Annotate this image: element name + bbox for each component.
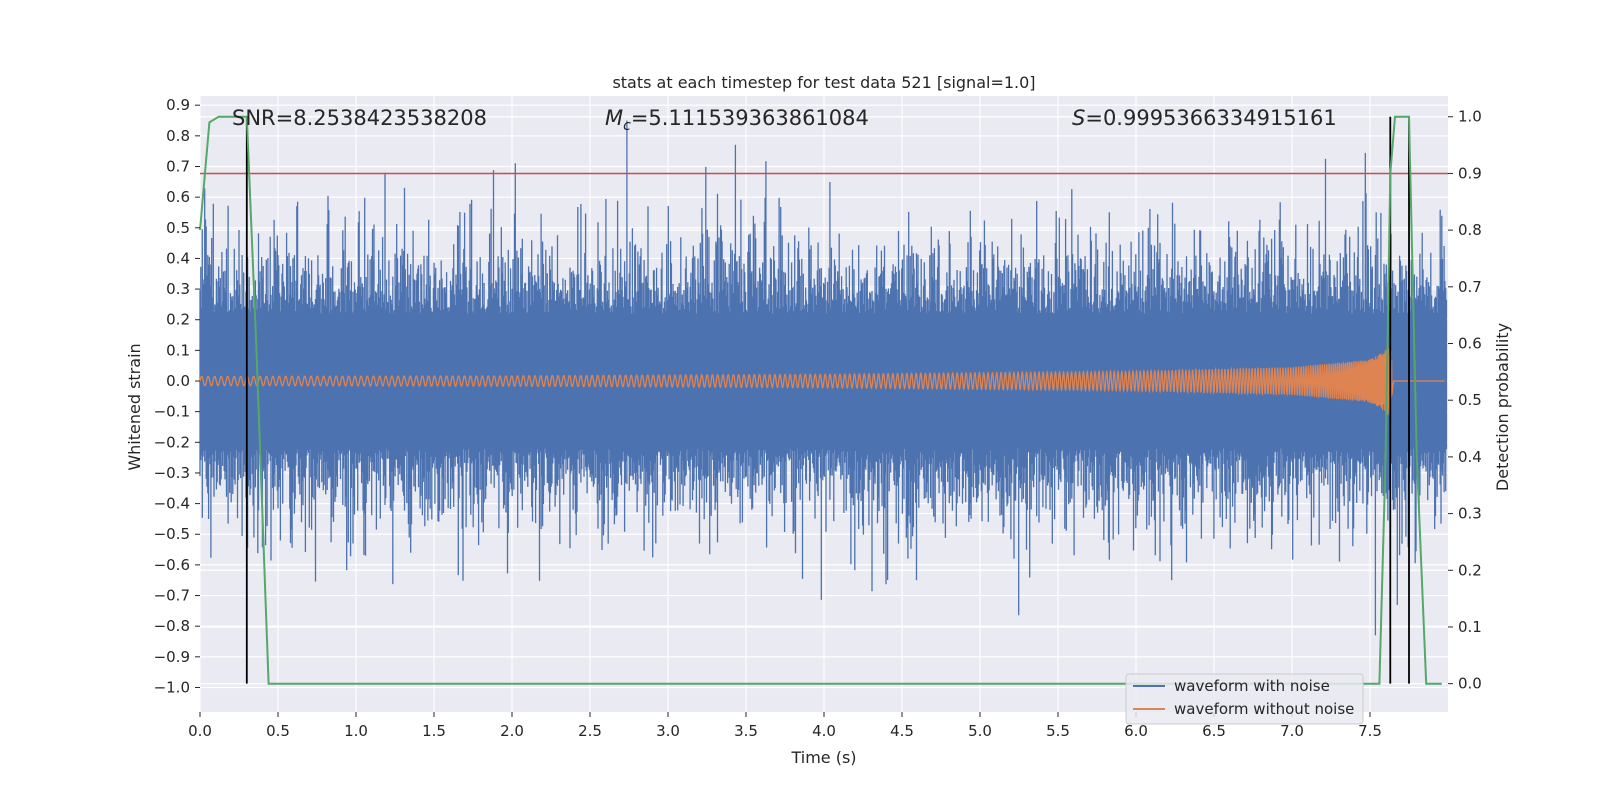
y-right-axis-label: Detection probability — [1493, 323, 1512, 491]
y-right-tick-label: 0.2 — [1458, 561, 1482, 579]
y-left-tick-label: 0.2 — [166, 311, 190, 329]
x-tick-label: 6.0 — [1124, 722, 1148, 740]
y-left-tick-label: 0.9 — [166, 96, 190, 114]
y-left-tick-label: 0.6 — [166, 188, 190, 206]
detection-probability-line — [199, 115, 1442, 685]
significance-value: =0.9995366334915161 — [1085, 106, 1336, 130]
x-tick-label: 4.5 — [890, 722, 914, 740]
y-right-axis-ticks: 1.0 0.9 0.8 0.7 0.6 0.5 0.4 0.3 0.2 0.1 0.0 — [1448, 108, 1482, 693]
x-tick-label: 6.5 — [1202, 722, 1226, 740]
y-left-axis-ticks: 0.9 0.8 0.7 0.6 0.5 0.4 0.3 0.2 0.1 0.0 −0.1 −0.2 −0… — [154, 96, 200, 696]
y-left-tick-label: −1.0 — [154, 678, 190, 696]
x-tick-label: 7.0 — [1280, 722, 1304, 740]
y-left-tick-label: −0.9 — [154, 648, 190, 666]
x-tick-label: 0.0 — [188, 722, 212, 740]
x-axis-label: Time (s) — [790, 748, 856, 767]
chart-title: stats at each timestep for test data 521… — [612, 73, 1035, 92]
y-left-tick-label: 0.4 — [166, 249, 190, 267]
x-tick-label: 2.0 — [500, 722, 524, 740]
y-left-tick-label: 0.3 — [166, 280, 190, 298]
y-left-tick-label: −0.4 — [154, 495, 190, 513]
x-tick-label: 5.0 — [968, 722, 992, 740]
y-right-tick-label: 0.9 — [1458, 164, 1482, 182]
y-left-tick-label: 0.8 — [166, 127, 190, 145]
y-right-tick-label: 0.8 — [1458, 221, 1482, 239]
y-right-tick-label: 0.4 — [1458, 448, 1482, 466]
y-right-tick-label: 0.3 — [1458, 505, 1482, 523]
significance-symbol: S — [1072, 106, 1085, 130]
x-tick-label: 1.5 — [422, 722, 446, 740]
x-tick-label: 5.5 — [1046, 722, 1070, 740]
y-left-tick-label: −0.3 — [154, 464, 190, 482]
y-left-axis-label: Whitened strain — [125, 343, 144, 470]
y-left-tick-label: 0.1 — [166, 341, 190, 359]
overlay-lines — [199, 115, 1448, 685]
y-left-tick-label: −0.1 — [154, 403, 190, 421]
y-right-tick-label: 0.7 — [1458, 278, 1482, 296]
x-tick-label: 7.5 — [1358, 722, 1382, 740]
y-left-tick-label: −0.8 — [154, 617, 190, 635]
y-right-tick-label: 1.0 — [1458, 108, 1482, 126]
chirp-mass-value: =5.111539363861084 — [631, 106, 869, 130]
legend-label-clean: waveform without noise — [1174, 700, 1354, 718]
chirp-mass-subscript: c — [623, 118, 631, 134]
y-left-tick-label: −0.2 — [154, 433, 190, 451]
x-tick-label: 2.5 — [578, 722, 602, 740]
legend: waveform with noise waveform without noi… — [1125, 673, 1364, 725]
significance-annotation: S=0.9995366334915161 — [1072, 106, 1337, 130]
legend-box — [1125, 673, 1364, 725]
y-left-tick-label: 0.7 — [166, 157, 190, 175]
snr-annotation: SNR=8.2538423538208 — [232, 106, 487, 130]
x-tick-label: 3.5 — [734, 722, 758, 740]
y-left-tick-label: −0.6 — [154, 556, 190, 574]
x-tick-label: 0.5 — [266, 722, 290, 740]
y-right-tick-label: 0.5 — [1458, 391, 1482, 409]
legend-label-noise: waveform with noise — [1174, 677, 1330, 695]
series-waveform-without-noise — [199, 348, 1445, 417]
y-left-tick-label: −0.7 — [154, 587, 190, 605]
y-left-tick-label: 0.0 — [166, 372, 190, 390]
clean-waveform-path — [199, 348, 1445, 417]
y-left-tick-label: 0.5 — [166, 219, 190, 237]
x-tick-label: 3.0 — [656, 722, 680, 740]
chirp-mass-symbol: M — [605, 106, 623, 130]
x-tick-label: 1.0 — [344, 722, 368, 740]
y-left-tick-label: −0.5 — [154, 525, 190, 543]
chirp-mass-annotation: Mc=5.111539363861084 — [605, 106, 869, 134]
x-tick-label: 4.0 — [812, 722, 836, 740]
y-right-tick-label: 0.1 — [1458, 618, 1482, 636]
y-right-tick-label: 0.6 — [1458, 335, 1482, 353]
y-right-tick-label: 0.0 — [1458, 675, 1482, 693]
x-axis-ticks: 0.0 0.5 1.0 1.5 2.0 2.5 3.0 3.5 4.0 4.5 5.0 5.5 6.0 6… — [188, 712, 1382, 740]
